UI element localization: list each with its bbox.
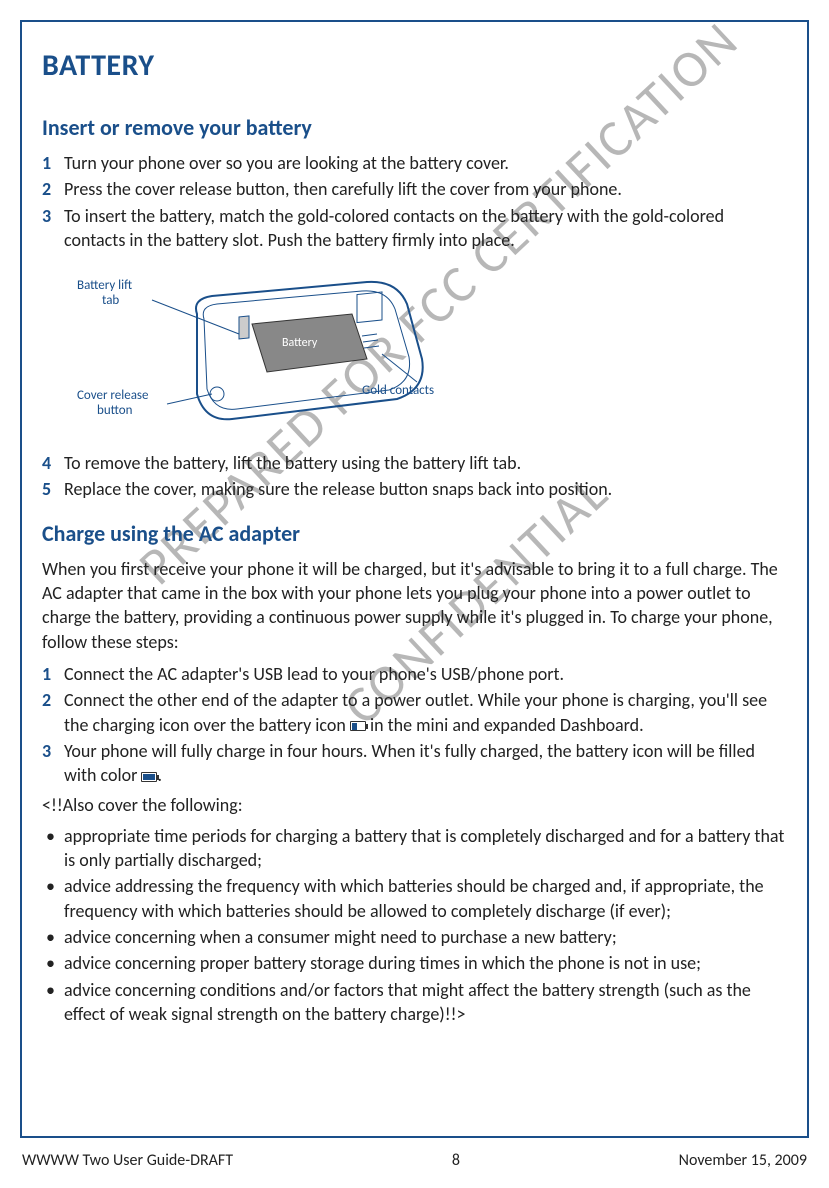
battery-diagram: Battery Battery lift tab Cover release b… bbox=[77, 264, 467, 439]
step-text: Press the cover release button, then car… bbox=[64, 178, 622, 200]
footer-left: WWWW Two User Guide-DRAFT bbox=[22, 1151, 233, 1170]
diagram-label-gold-contacts: Gold contacts bbox=[362, 383, 434, 398]
bullet-text: appropriate time periods for charging a … bbox=[64, 825, 784, 871]
section-heading-charge: Charge using the AC adapter bbox=[42, 520, 787, 547]
step-text: To insert the battery, match the gold-co… bbox=[64, 205, 724, 251]
battery-charging-icon bbox=[350, 721, 366, 731]
page-footer: WWWW Two User Guide-DRAFT 8 November 15,… bbox=[22, 1151, 807, 1170]
section-heading-insert: Insert or remove your battery bbox=[42, 114, 787, 141]
step-text: Your phone will fully charge in four hou… bbox=[64, 740, 755, 786]
bullet-text: advice concerning when a consumer might … bbox=[64, 926, 617, 948]
battery-full-icon bbox=[141, 772, 157, 782]
diagram-label-battery: Battery bbox=[282, 336, 318, 350]
diagram-label-cover-release: Cover release bbox=[77, 388, 148, 403]
charge-intro: When you first receive your phone it wil… bbox=[42, 557, 787, 654]
steps-insert-b: 4To remove the battery, lift the battery… bbox=[42, 451, 787, 502]
step-text: To remove the battery, lift the battery … bbox=[64, 452, 521, 474]
footer-page-number: 8 bbox=[452, 1151, 460, 1170]
svg-text:button: button bbox=[97, 403, 133, 418]
bullet-text: advice addressing the frequency with whi… bbox=[64, 875, 764, 921]
bullet-text: advice concerning proper battery storage… bbox=[64, 952, 701, 974]
page-title: BATTERY bbox=[42, 47, 787, 84]
svg-text:tab: tab bbox=[102, 293, 119, 308]
step-text: Replace the cover, making sure the relea… bbox=[64, 478, 612, 500]
step-text: Connect the AC adapter's USB lead to you… bbox=[64, 663, 564, 685]
footer-date: November 15, 2009 bbox=[679, 1151, 807, 1170]
step-text: in the mini and expanded Dashboard. bbox=[366, 714, 644, 736]
bullet-text: advice concerning conditions and/or fact… bbox=[64, 979, 751, 1025]
diagram-label-lift-tab: Battery lift bbox=[77, 278, 132, 293]
step-text: Turn your phone over so you are looking … bbox=[64, 152, 509, 174]
steps-charge: 1Connect the AC adapter's USB lead to yo… bbox=[42, 662, 787, 787]
note-intro: <!!Also cover the following: bbox=[42, 793, 787, 817]
also-cover-list: appropriate time periods for charging a … bbox=[42, 824, 787, 1026]
steps-insert-a: 1Turn your phone over so you are looking… bbox=[42, 151, 787, 252]
